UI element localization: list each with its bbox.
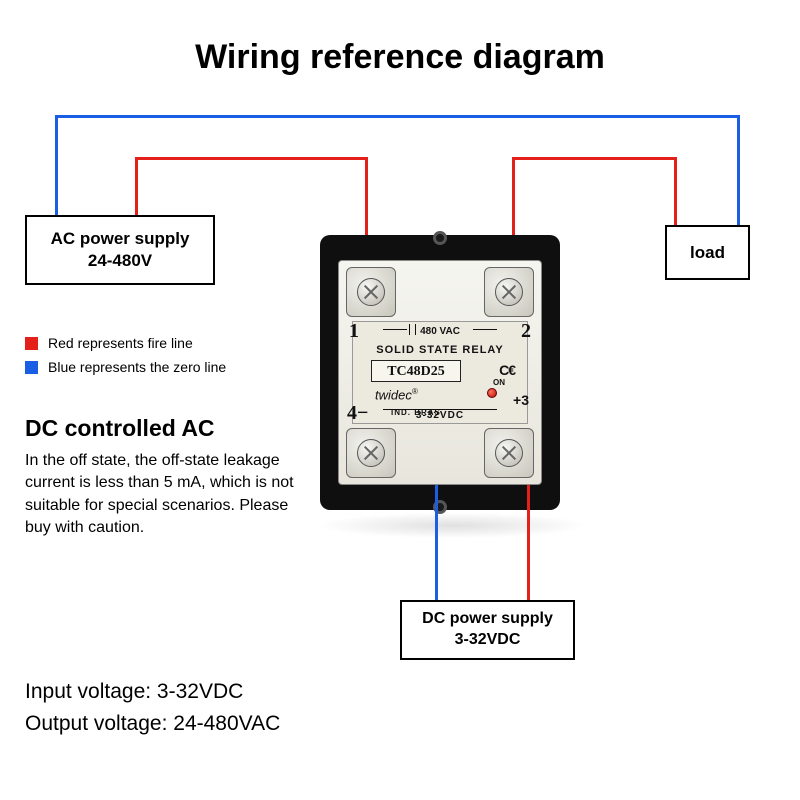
terminal-2 — [484, 267, 534, 317]
relay-brand: twidec® — [375, 387, 418, 402]
fire-swatch — [25, 337, 38, 350]
led-indicator-icon — [487, 388, 497, 398]
load-label: load — [690, 243, 725, 263]
terminal-3 — [484, 428, 534, 478]
tnum-3: +3 — [513, 392, 529, 408]
tnum-2: 2 — [521, 320, 531, 343]
ac-supply-l2: 24-480V — [88, 250, 152, 272]
section-body: In the off state, the off-state leakage … — [25, 450, 305, 540]
screw-icon — [495, 278, 523, 306]
relay-vdc: 3-32VDC — [353, 410, 527, 421]
terminal-4 — [346, 428, 396, 478]
zero-swatch — [25, 361, 38, 374]
relay-model: TC48D25 — [371, 360, 461, 382]
output-voltage: Output voltage: 24-480VAC — [25, 712, 280, 736]
wire-fire — [135, 157, 368, 160]
wire-zero — [55, 115, 58, 215]
terminal-1 — [346, 267, 396, 317]
screw-icon — [495, 439, 523, 467]
page-title: Wiring reference diagram — [0, 38, 800, 77]
wire-zero — [55, 115, 740, 118]
wire-zero — [737, 115, 740, 225]
wire-fire — [674, 157, 677, 225]
section-title: DC controlled AC — [25, 415, 215, 442]
tnum-1: 1 — [349, 320, 359, 343]
legend-zero-text: Blue represents the zero line — [48, 359, 226, 375]
wire-fire — [527, 485, 530, 600]
input-voltage: Input voltage: 3-32VDC — [25, 680, 243, 704]
dc-supply-l1: DC power supply — [422, 609, 553, 630]
wire-fire — [512, 157, 677, 160]
legend: Red represents fire line Blue represents… — [25, 335, 226, 383]
legend-fire-text: Red represents fire line — [48, 335, 193, 351]
wire-fire — [135, 157, 138, 215]
relay: 1 2 4− 480 VAC SOLID STATE RELAY TC48D25… — [320, 225, 560, 520]
legend-fire: Red represents fire line — [25, 335, 226, 351]
screw-icon — [357, 278, 385, 306]
screw-icon — [357, 439, 385, 467]
ac-supply-box: AC power supply 24-480V — [25, 215, 215, 285]
load-box: load — [665, 225, 750, 280]
ac-supply-l1: AC power supply — [51, 228, 190, 250]
mount-hole-top — [433, 231, 447, 245]
dc-supply-box: DC power supply 3-32VDC — [400, 600, 575, 660]
dc-supply-l2: 3-32VDC — [455, 630, 521, 651]
wire-zero — [435, 485, 438, 600]
relay-top-spec: 480 VAC — [383, 326, 497, 337]
relay-ssr-label: SOLID STATE RELAY — [353, 344, 527, 356]
legend-zero: Blue represents the zero line — [25, 359, 226, 375]
relay-on-label: ON — [493, 378, 505, 387]
ce-mark: C€ — [499, 362, 515, 378]
relay-label-panel: 1 2 4− 480 VAC SOLID STATE RELAY TC48D25… — [352, 321, 528, 424]
